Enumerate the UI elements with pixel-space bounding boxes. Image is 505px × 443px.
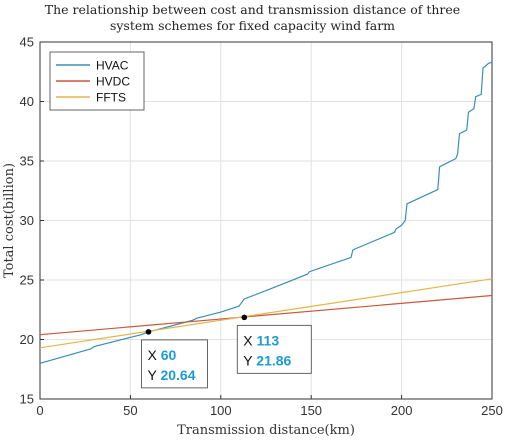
datatip-x-label: X xyxy=(147,347,160,363)
datatip-box xyxy=(141,339,208,389)
datatip-x: X 113 xyxy=(243,332,279,348)
series-lines xyxy=(39,61,493,364)
x-tick-label: 0 xyxy=(36,403,43,418)
datatip-y-value: 21.86 xyxy=(256,352,291,368)
y-tick-label: 45 xyxy=(20,35,34,50)
legend-label-hvdc: HVDC xyxy=(96,75,130,89)
legend: HVAC HVDC FFTS xyxy=(49,51,145,111)
chart-title-line-2: system schemes for fixed capacity wind f… xyxy=(109,18,396,33)
datatip-x-label: X xyxy=(243,332,256,348)
datatip-y: Y 20.64 xyxy=(147,367,195,383)
x-tick-label: 100 xyxy=(210,403,232,418)
datatip-x-value: 60 xyxy=(161,347,177,363)
y-tick-label: 30 xyxy=(20,213,34,228)
x-tick-label: 150 xyxy=(300,403,322,418)
datatip-x-value: 113 xyxy=(257,332,280,348)
legend-label-ffts: FFTS xyxy=(96,91,126,105)
series-line-hvdc xyxy=(39,294,493,336)
datatip-y-label: Y xyxy=(243,352,256,368)
series-line-ffts xyxy=(39,278,493,349)
y-tick-label: 15 xyxy=(20,392,34,407)
datatip-x: X 60 xyxy=(147,347,176,363)
y-tick-label: 40 xyxy=(20,94,34,109)
series-line-hvac xyxy=(39,61,493,364)
datatip-box xyxy=(236,324,312,374)
axis-ticks: 0 50 100 150 200 250 15 20 25 30 35 40 45 xyxy=(20,35,503,419)
chart-title-line-1: The relationship between cost and transm… xyxy=(44,2,461,17)
datatip-y-label: Y xyxy=(147,367,160,383)
x-axis-label: Transmission distance(km) xyxy=(177,423,355,438)
datatip-y-value: 20.64 xyxy=(160,367,195,383)
x-tick-label: 250 xyxy=(481,403,503,418)
y-tick-label: 35 xyxy=(20,154,34,169)
chart-title: The relationship between cost and transm… xyxy=(0,2,505,34)
x-tick-label: 200 xyxy=(391,403,413,418)
y-tick-label: 25 xyxy=(20,273,34,288)
datatip-marker xyxy=(241,314,248,321)
datatip-marker xyxy=(145,329,152,335)
legend-label-hvac: HVAC xyxy=(96,59,129,73)
x-tick-label: 50 xyxy=(123,403,137,418)
y-axis-label: Total cost(billion) xyxy=(2,163,17,278)
datatip-y: Y 21.86 xyxy=(243,352,291,368)
y-tick-label: 20 xyxy=(20,332,34,347)
